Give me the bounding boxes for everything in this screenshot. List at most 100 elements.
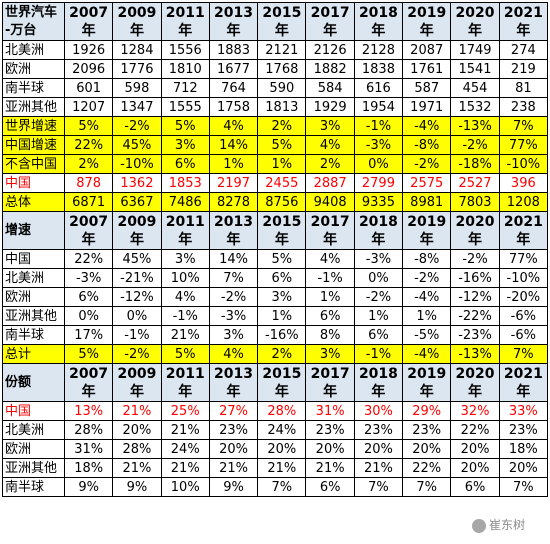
row-label: 世界增速 [2, 116, 65, 136]
table-cell: 5% [160, 116, 210, 136]
row-label: 中国 [2, 173, 65, 193]
table-cell: 6367 [112, 192, 162, 212]
table-cell: 2887 [305, 173, 355, 193]
row-label: 亚洲其他 [2, 97, 65, 117]
table-row: 北美洲 28% 20% 21% 23% 24% 23% 23% 23% 22% 23% [2, 420, 549, 440]
row-label: 亚洲其他 [2, 458, 65, 478]
table-cell: 1% [402, 306, 452, 326]
table-cell: -22% [450, 306, 500, 326]
table-cell: -2% [402, 268, 452, 288]
table-cell: 17% [63, 325, 114, 345]
table-cell: 2799 [353, 173, 404, 193]
year-header: 2013 年 [208, 211, 259, 250]
table-cell: 1284 [112, 40, 162, 60]
table-cell: 2527 [450, 173, 500, 193]
table-cell: 77% [498, 249, 549, 269]
table-cell: 21% [208, 458, 259, 478]
table-cell: 1% [257, 154, 307, 174]
table-cell: -10% [498, 268, 549, 288]
table-cell: 22% [63, 249, 114, 269]
table-cell: 7% [498, 344, 549, 364]
table-cell: -10% [498, 154, 549, 174]
year-header: 2011 年 [160, 363, 210, 402]
table-cell: 1761 [402, 59, 452, 79]
table-cell: -8% [402, 249, 452, 269]
table-cell: -6% [498, 306, 549, 326]
watermark: 崔东树 [472, 514, 546, 536]
table-cell: 0% [112, 306, 162, 326]
table-cell: -1% [353, 344, 404, 364]
table-cell: 28% [63, 420, 114, 440]
table-cell: 0% [353, 268, 404, 288]
table-row: 亚洲其他 1207 1347 1555 1758 1813 1929 1954 1971 1532… [2, 97, 549, 117]
table-cell: -1% [160, 306, 210, 326]
table-row: 世界增速 5% -2% 5% 4% 2% 3% -1% -4% -13% 7% [2, 116, 549, 136]
table-cell: 33% [498, 401, 549, 421]
table-cell: 27% [208, 401, 259, 421]
table-cell: 598 [112, 78, 162, 98]
year-header: 2017 年 [305, 363, 355, 402]
table-cell: -10% [112, 154, 162, 174]
table-cell: 21% [112, 401, 162, 421]
table-cell: -3% [353, 135, 404, 155]
year-header: 2021 年 [498, 211, 549, 250]
row-label: 欧洲 [2, 59, 65, 79]
year-header: 2018 年 [353, 211, 404, 250]
table-cell: 25% [160, 401, 210, 421]
row-label: 北美洲 [2, 40, 65, 60]
table-cell: -1% [305, 268, 355, 288]
table-cell: 1954 [353, 97, 404, 117]
table-cell: 6% [353, 325, 404, 345]
table-row: 总计 5% -2% 5% 4% 2% 3% -1% -4% -13% 7% [2, 344, 549, 364]
table-cell: 0% [353, 154, 404, 174]
table-cell: 5% [257, 249, 307, 269]
table-cell: 20% [450, 439, 500, 459]
header-label: 增速 [2, 211, 65, 250]
table-cell: 1813 [257, 97, 307, 117]
header-row: 世界汽车 -万台 2007 年 2009 年 2011 年 2013 年 2015 年 20… [2, 2, 549, 41]
table-cell: 22% [63, 135, 114, 155]
table-cell: 2126 [305, 40, 355, 60]
table-cell: 29% [402, 401, 452, 421]
header-row: 增速 2007 年 2009 年 2011 年 2013 年 2015 年 2017 年 20… [2, 211, 549, 250]
table-cell: 587 [402, 78, 452, 98]
data-table: 世界汽车 -万台 2007 年 2009 年 2011 年 2013 年 2015 年 20… [2, 2, 549, 497]
table-cell: 2197 [208, 173, 259, 193]
table-cell: -6% [498, 325, 549, 345]
table-cell: 18% [498, 439, 549, 459]
row-label: 欧洲 [2, 287, 65, 307]
table-cell: 45% [112, 249, 162, 269]
table-cell: 3% [305, 116, 355, 136]
table-row: 中国 878 1362 1853 2197 2455 2887 2799 2575 2527 396 [2, 173, 549, 193]
year-header: 2018 年 [353, 363, 404, 402]
year-header: 2015 年 [257, 211, 307, 250]
year-header: 2021 年 [498, 363, 549, 402]
row-label: 不含中国 [2, 154, 65, 174]
table-row: 中国 22% 45% 3% 14% 5% 4% -3% -8% -2% 77% [2, 249, 549, 269]
table-cell: 20% [208, 439, 259, 459]
year-header: 2018 年 [353, 2, 404, 41]
table-cell: -1% [112, 325, 162, 345]
table-cell: 6871 [63, 192, 114, 212]
watermark-text: 崔东树 [489, 518, 526, 532]
table-cell: 4% [208, 344, 259, 364]
table-cell: 21% [160, 458, 210, 478]
table-cell: 712 [160, 78, 210, 98]
table-cell: 30% [353, 401, 404, 421]
table-cell: 22% [402, 458, 452, 478]
table-cell: -2% [208, 287, 259, 307]
table-row: 欧洲 2096 1776 1810 1677 1768 1882 1838 1761 1541 21… [2, 59, 549, 79]
table-cell: -13% [450, 116, 500, 136]
table-cell: 396 [498, 173, 549, 193]
table-cell: 5% [257, 135, 307, 155]
table-cell: 45% [112, 135, 162, 155]
table-cell: 22% [450, 420, 500, 440]
table-cell: -8% [402, 135, 452, 155]
table-cell: 4% [305, 249, 355, 269]
table-cell: 1926 [63, 40, 114, 60]
table-row: 北美洲 -3% -21% 10% 7% 6% -1% 0% -2% -16% -10% [2, 268, 549, 288]
table-cell: -4% [402, 116, 452, 136]
table-cell: 5% [63, 344, 114, 364]
row-label: 中国 [2, 249, 65, 269]
year-header: 2009 年 [112, 363, 162, 402]
